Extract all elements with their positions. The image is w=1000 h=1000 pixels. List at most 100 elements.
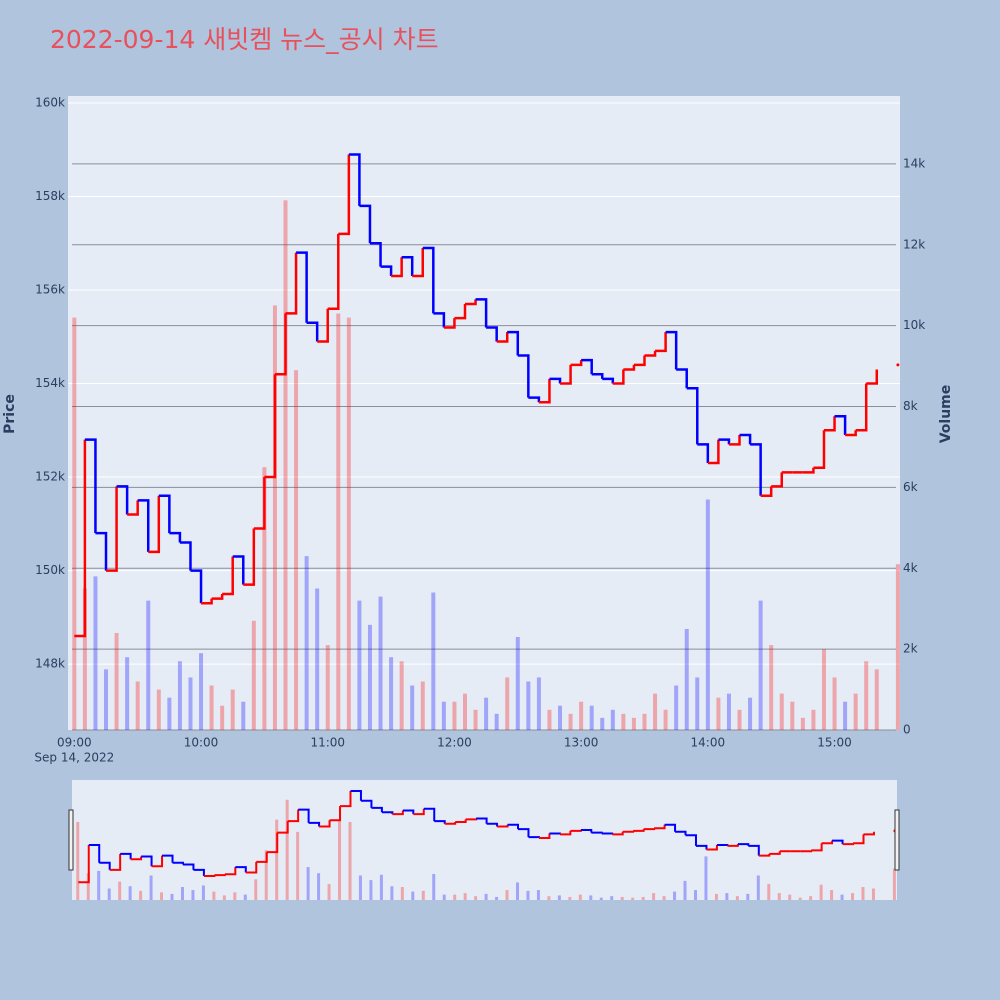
y-axis-title: Price [2,394,18,434]
price-line [750,443,762,496]
volume-bar [642,713,647,730]
price-line [433,312,446,328]
slider-price-line [675,830,687,836]
range-slider[interactable] [72,780,897,900]
volume-bar [336,313,341,730]
slider-handle[interactable] [68,809,74,871]
price-line [137,499,150,552]
slider-volume-bar [652,893,656,900]
volume-bar [589,705,594,730]
volume-bar [177,661,182,730]
plot-area [68,96,900,730]
slider-volume-bar [379,874,383,900]
volume-bar [114,632,119,730]
slider-price-line [706,845,718,851]
y2-tick-label: 8k [903,399,918,413]
volume-bar [684,628,689,730]
slider-volume-bar [358,875,362,900]
price-line [211,593,224,600]
slider-volume-bar [453,894,457,900]
volume-bar [484,697,489,730]
slider-handle[interactable] [894,809,900,871]
volume-bar [579,701,584,730]
slider-price-line [737,843,750,846]
slider-volume-bar [180,886,184,900]
slider-volume-bar [442,894,446,900]
x-tick-label: 12:00 [437,736,472,750]
slider-volume-bar [725,893,729,900]
slider-price-line [853,834,865,845]
slider-volume-bar [222,895,226,900]
slider-price-line [507,823,520,830]
y2-tick-label: 0 [903,723,911,737]
price-line [127,500,139,516]
volume-bar [262,467,267,730]
slider-volume-bar [536,890,540,900]
slider-price-line [151,855,164,868]
slider-price-line [120,852,132,860]
price-line [475,298,488,328]
volume-bar [389,657,394,730]
slider-volume-bar [589,895,593,900]
slider-price-line [350,790,362,801]
price-line [422,246,435,314]
volume-bar [452,701,457,730]
volume-bar [378,596,383,730]
price-line [179,541,192,571]
slider-price-line [298,808,310,823]
slider-volume-bar [809,896,813,900]
price-line [274,313,287,376]
slider-volume-bar [620,896,624,900]
slider-price-line [172,861,184,865]
volume-bar [410,685,415,730]
price-line [369,242,382,267]
slider-volume-bar [704,856,708,900]
volume-bar [526,681,531,730]
x-tick-label: 13:00 [564,736,599,750]
volume-bar [674,685,679,730]
price-line [412,247,425,278]
price-line [338,154,351,236]
volume-bar [621,713,626,730]
price-line [866,369,879,385]
slider-price-line [486,822,499,827]
y-tick-label: 158k [35,189,65,203]
volume-bar [230,689,235,730]
price-line [190,569,203,604]
slider-volume-bar [160,892,164,900]
price-line [676,368,688,389]
y2-tick-label: 12k [903,237,925,251]
slider-price-line [769,851,781,855]
slider-volume-bar [275,819,279,900]
price-line [686,386,699,445]
slider-volume-bar [390,886,394,900]
slider-price-line [811,843,823,852]
y-tick-label: 152k [35,470,65,484]
slider-volume-bar [683,880,687,900]
price-line [348,153,361,206]
price-line [665,330,678,370]
volume-bar [853,693,858,730]
price-line [623,364,636,371]
volume-bar [241,701,246,730]
slider-price-line [748,844,760,856]
slider-volume-bar [463,893,467,900]
slider-price-line [465,818,478,821]
slider-volume-bar [421,890,425,900]
slider-price-line [549,832,561,835]
volume-bar [769,645,774,730]
slider-volume-bar [830,890,834,900]
slider-volume-bar [484,893,488,900]
volume-bar [367,624,372,730]
slider-volume-bar [557,895,561,900]
price-line [148,495,161,554]
slider-volume-bar [547,896,551,900]
volume-bar [125,657,130,730]
volume-bar [610,709,615,730]
price-line [380,265,393,277]
price-line [327,233,340,310]
price-line [760,486,773,498]
price-line [317,308,329,343]
slider-price-line [832,839,844,845]
price-line [813,430,826,469]
